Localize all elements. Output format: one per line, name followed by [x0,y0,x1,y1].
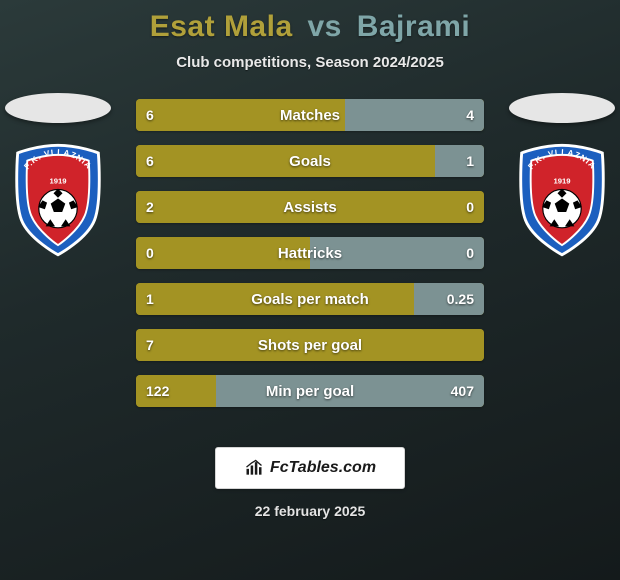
player2-name: Bajrami [357,10,471,43]
chart-icon [244,458,264,478]
stat-bar-left [136,375,216,407]
stat-bar-left [136,191,484,223]
stat-bar-left [136,283,414,315]
stat-row: 20Assists [136,191,484,223]
stat-bar-right [345,99,484,131]
player1-ellipse [5,93,111,123]
stat-row: 64Matches [136,99,484,131]
player2-club-crest: F.K. VLLAZNIA 1919 [514,143,610,257]
brand-badge[interactable]: FcTables.com [215,447,405,489]
brand-text: FcTables.com [270,459,376,477]
stat-row: 61Goals [136,145,484,177]
stat-bar-right [310,237,484,269]
stat-bar-left [136,99,345,131]
svg-text:1919: 1919 [553,177,570,186]
stat-row: 10.25Goals per match [136,283,484,315]
subtitle: Club competitions, Season 2024/2025 [0,54,620,71]
player1-club-crest: F.K. VLLAZNIA 1919 [10,143,106,257]
svg-text:1919: 1919 [49,177,66,186]
comparison-title: Esat Mala vs Bajrami [0,10,620,44]
stat-bar-left [136,329,484,361]
player1-badge-area: F.K. VLLAZNIA 1919 [0,93,118,257]
player2-ellipse [509,93,615,123]
player2-badge-area: F.K. VLLAZNIA 1919 [502,93,620,257]
stats-arena: F.K. VLLAZNIA 1919 F.K. VLLAZNIA 1919 [0,99,620,429]
stat-row: 00Hattricks [136,237,484,269]
stat-bar-right [414,283,484,315]
stat-row: 7Shots per goal [136,329,484,361]
date-text: 22 february 2025 [0,503,620,519]
stat-row: 122407Min per goal [136,375,484,407]
stat-bar-right [435,145,484,177]
stat-bar-right [216,375,484,407]
player1-name: Esat Mala [150,10,293,43]
stat-bars: 64Matches 61Goals 20Assists 00Hattricks 10.2… [136,99,484,407]
vs-text: vs [307,10,341,43]
stat-bar-left [136,237,310,269]
stat-bar-left [136,145,435,177]
